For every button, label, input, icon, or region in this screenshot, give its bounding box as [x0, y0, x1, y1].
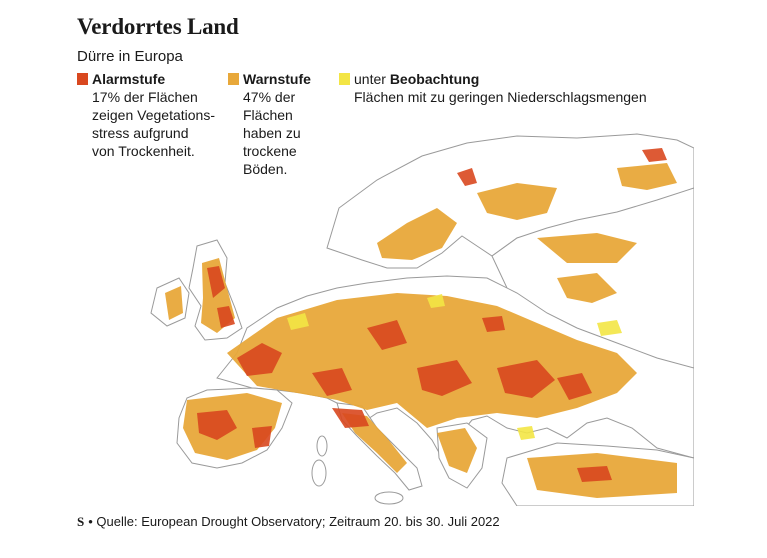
legend-swatch-warn [228, 73, 239, 85]
legend-swatch-alarm [77, 73, 88, 85]
corsica-land [316, 435, 328, 457]
sicily-land [374, 491, 404, 505]
legend-warnstufe: Warnstufe 47% der Flächen haben zu trock… [228, 70, 333, 178]
footer-separator: • [88, 514, 93, 529]
publisher-logo: S [77, 514, 85, 529]
legend-beobachtung: unter Beobachtung Flächen mit zu geringe… [339, 70, 694, 106]
legend-prefix: unter [354, 71, 390, 87]
legend-swatch-watch [339, 73, 350, 85]
legend-alarmstufe: Alarmstufe 17% der Flächen zeigen Vegeta… [77, 70, 232, 160]
source-text: Quelle: European Drought Observatory; Ze… [96, 514, 500, 529]
legend-label: Warnstufe [243, 71, 311, 87]
map-subtitle: Dürre in Europa [77, 48, 183, 65]
map-title: Verdorrtes Land [77, 14, 239, 39]
sardinia-land [311, 459, 327, 487]
legend-description: 47% der Flächen haben zu trockene Böden. [243, 89, 301, 177]
legend-description: 17% der Flächen zeigen Vegetations- stre… [92, 89, 215, 159]
alarm-areas [197, 148, 667, 482]
watch-areas [287, 294, 622, 440]
legend-description: Flächen mit zu geringen Niederschlagsmen… [354, 89, 647, 105]
legend-label: Beobachtung [389, 71, 480, 87]
legend-label: Alarmstufe [92, 71, 166, 87]
europe-drought-map [150, 133, 694, 506]
source-footer: S • Quelle: European Drought Observatory;… [77, 514, 500, 530]
